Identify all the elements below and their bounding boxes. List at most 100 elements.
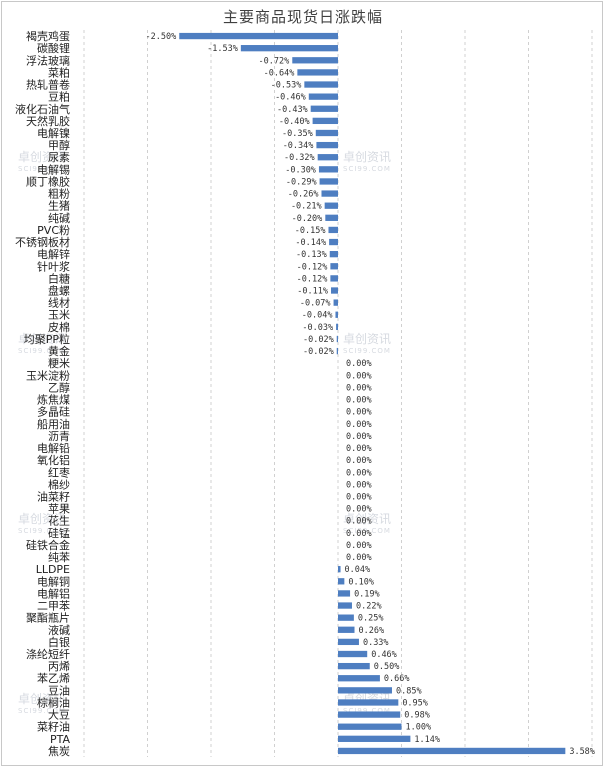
category-label: 豆油: [48, 683, 70, 697]
bar: [331, 287, 338, 294]
category-label: 棉纱: [48, 477, 70, 491]
category-label: 苯乙烯: [37, 671, 70, 685]
value-label: -0.72%: [259, 56, 290, 66]
bar: [338, 747, 566, 755]
bar: [335, 311, 338, 318]
bar: [329, 238, 338, 246]
category-label: 花生: [48, 514, 70, 528]
bar: [338, 638, 359, 646]
watermark-name: 卓创资讯: [18, 332, 67, 346]
bar: [328, 226, 338, 234]
bar: [336, 335, 338, 343]
category-labels: 褐壳鸡蛋碳酸锂浮法玻璃菜粕热轧普卷豆粕液化石油气天然乳胶电解镍甲醇尿素电解锡顺丁…: [15, 29, 70, 758]
bar: [319, 178, 338, 185]
watermark: 卓创资讯 SCI99.COM: [18, 148, 66, 173]
bar: [308, 93, 338, 100]
category-label: 线材: [48, 296, 70, 310]
bar: [325, 214, 338, 221]
bar: [317, 154, 338, 161]
value-labels: -2.50% -1.53% -0.72% -0.64% -0.53% -0.46% -0.4…: [146, 32, 595, 757]
bar: [292, 57, 338, 64]
watermark: 卓创资讯 SCI99.COM: [343, 148, 391, 173]
category-label: 尿素: [48, 151, 70, 164]
value-label: 0.33%: [363, 638, 389, 648]
category-label: 生猪: [48, 199, 70, 213]
value-label: -0.11%: [297, 287, 328, 297]
value-label: 0.00%: [346, 492, 372, 502]
value-label: 0.00%: [346, 468, 372, 478]
bar: [310, 105, 338, 112]
value-label: -0.32%: [284, 153, 315, 163]
category-label: PVC粉: [37, 224, 70, 237]
category-label: 丙烯: [48, 660, 70, 673]
bar: [338, 590, 351, 597]
value-label: -0.12%: [297, 274, 328, 284]
category-label: 不锈钢板材: [15, 235, 70, 249]
watermark-name: 卓创资讯: [343, 512, 392, 526]
category-label: 均聚PP粒: [24, 332, 70, 346]
category-label: 硅铁合金: [26, 538, 70, 552]
value-label: -0.43%: [277, 105, 308, 115]
gridlines: [83, 30, 593, 757]
category-label: 针叶浆: [37, 259, 70, 273]
watermark-site: SCI99.COM: [18, 527, 66, 535]
category-label: 焦炭: [48, 745, 70, 758]
value-label: -0.34%: [283, 141, 314, 151]
bars: [179, 32, 566, 755]
value-label: 0.22%: [356, 602, 382, 612]
watermark: 卓创资讯 SCI99.COM: [18, 510, 66, 535]
bar: [312, 117, 338, 125]
value-label: 0.00%: [346, 517, 372, 527]
value-label: 0.66%: [384, 674, 410, 684]
category-label: 电解锡: [37, 162, 70, 176]
category-label: 纯苯: [48, 550, 70, 564]
watermark-name: 卓创资讯: [18, 512, 67, 526]
bar: [324, 202, 338, 209]
category-label: 皮棉: [48, 320, 70, 334]
value-label: -0.46%: [275, 93, 306, 103]
bar: [338, 711, 401, 718]
value-label: -0.12%: [297, 262, 328, 272]
value-label: -0.40%: [279, 117, 310, 127]
category-label: LLDPE: [36, 563, 70, 576]
bar: [338, 566, 341, 573]
value-label: -0.04%: [302, 311, 333, 321]
category-label: 电解锌: [37, 247, 70, 261]
value-label: -0.35%: [282, 129, 313, 139]
bar: [338, 650, 368, 658]
category-label: 电解铅: [37, 441, 70, 455]
value-label: 0.46%: [371, 650, 397, 660]
category-label: 顺丁橡胶: [26, 174, 70, 188]
bar: [338, 614, 354, 621]
value-label: 0.00%: [346, 396, 372, 406]
watermark-site: SCI99.COM: [343, 165, 391, 173]
value-label: 0.10%: [348, 577, 374, 587]
category-label: 玉米淀粉: [26, 368, 70, 382]
value-label: -0.03%: [302, 323, 333, 333]
value-label: 0.25%: [358, 614, 384, 624]
watermark: 卓创资讯 SCI99.COM: [18, 330, 66, 355]
bar: [336, 323, 338, 331]
category-label: 硅锰: [48, 526, 70, 540]
category-label: 电解铝: [37, 586, 70, 600]
value-label: -0.02%: [303, 335, 334, 345]
value-label: 0.50%: [374, 662, 400, 672]
bar: [338, 578, 345, 585]
bar: [330, 275, 338, 282]
category-label: 菜籽油: [37, 720, 70, 734]
bar: [329, 251, 338, 258]
category-label: 粗粉: [48, 188, 70, 201]
value-label: 0.00%: [346, 420, 372, 430]
bar: [318, 166, 338, 173]
category-label: 甲醇: [48, 138, 70, 152]
value-label: -1.53%: [207, 44, 238, 54]
value-label: 1.14%: [414, 735, 440, 745]
category-label: 炼焦煤: [37, 393, 70, 407]
watermark: 卓创资讯 SCI99.COM: [18, 690, 66, 715]
category-label: 液碱: [48, 623, 70, 637]
value-label: -0.15%: [295, 226, 326, 236]
category-label: 船用油: [37, 417, 70, 431]
bar: [304, 81, 338, 88]
